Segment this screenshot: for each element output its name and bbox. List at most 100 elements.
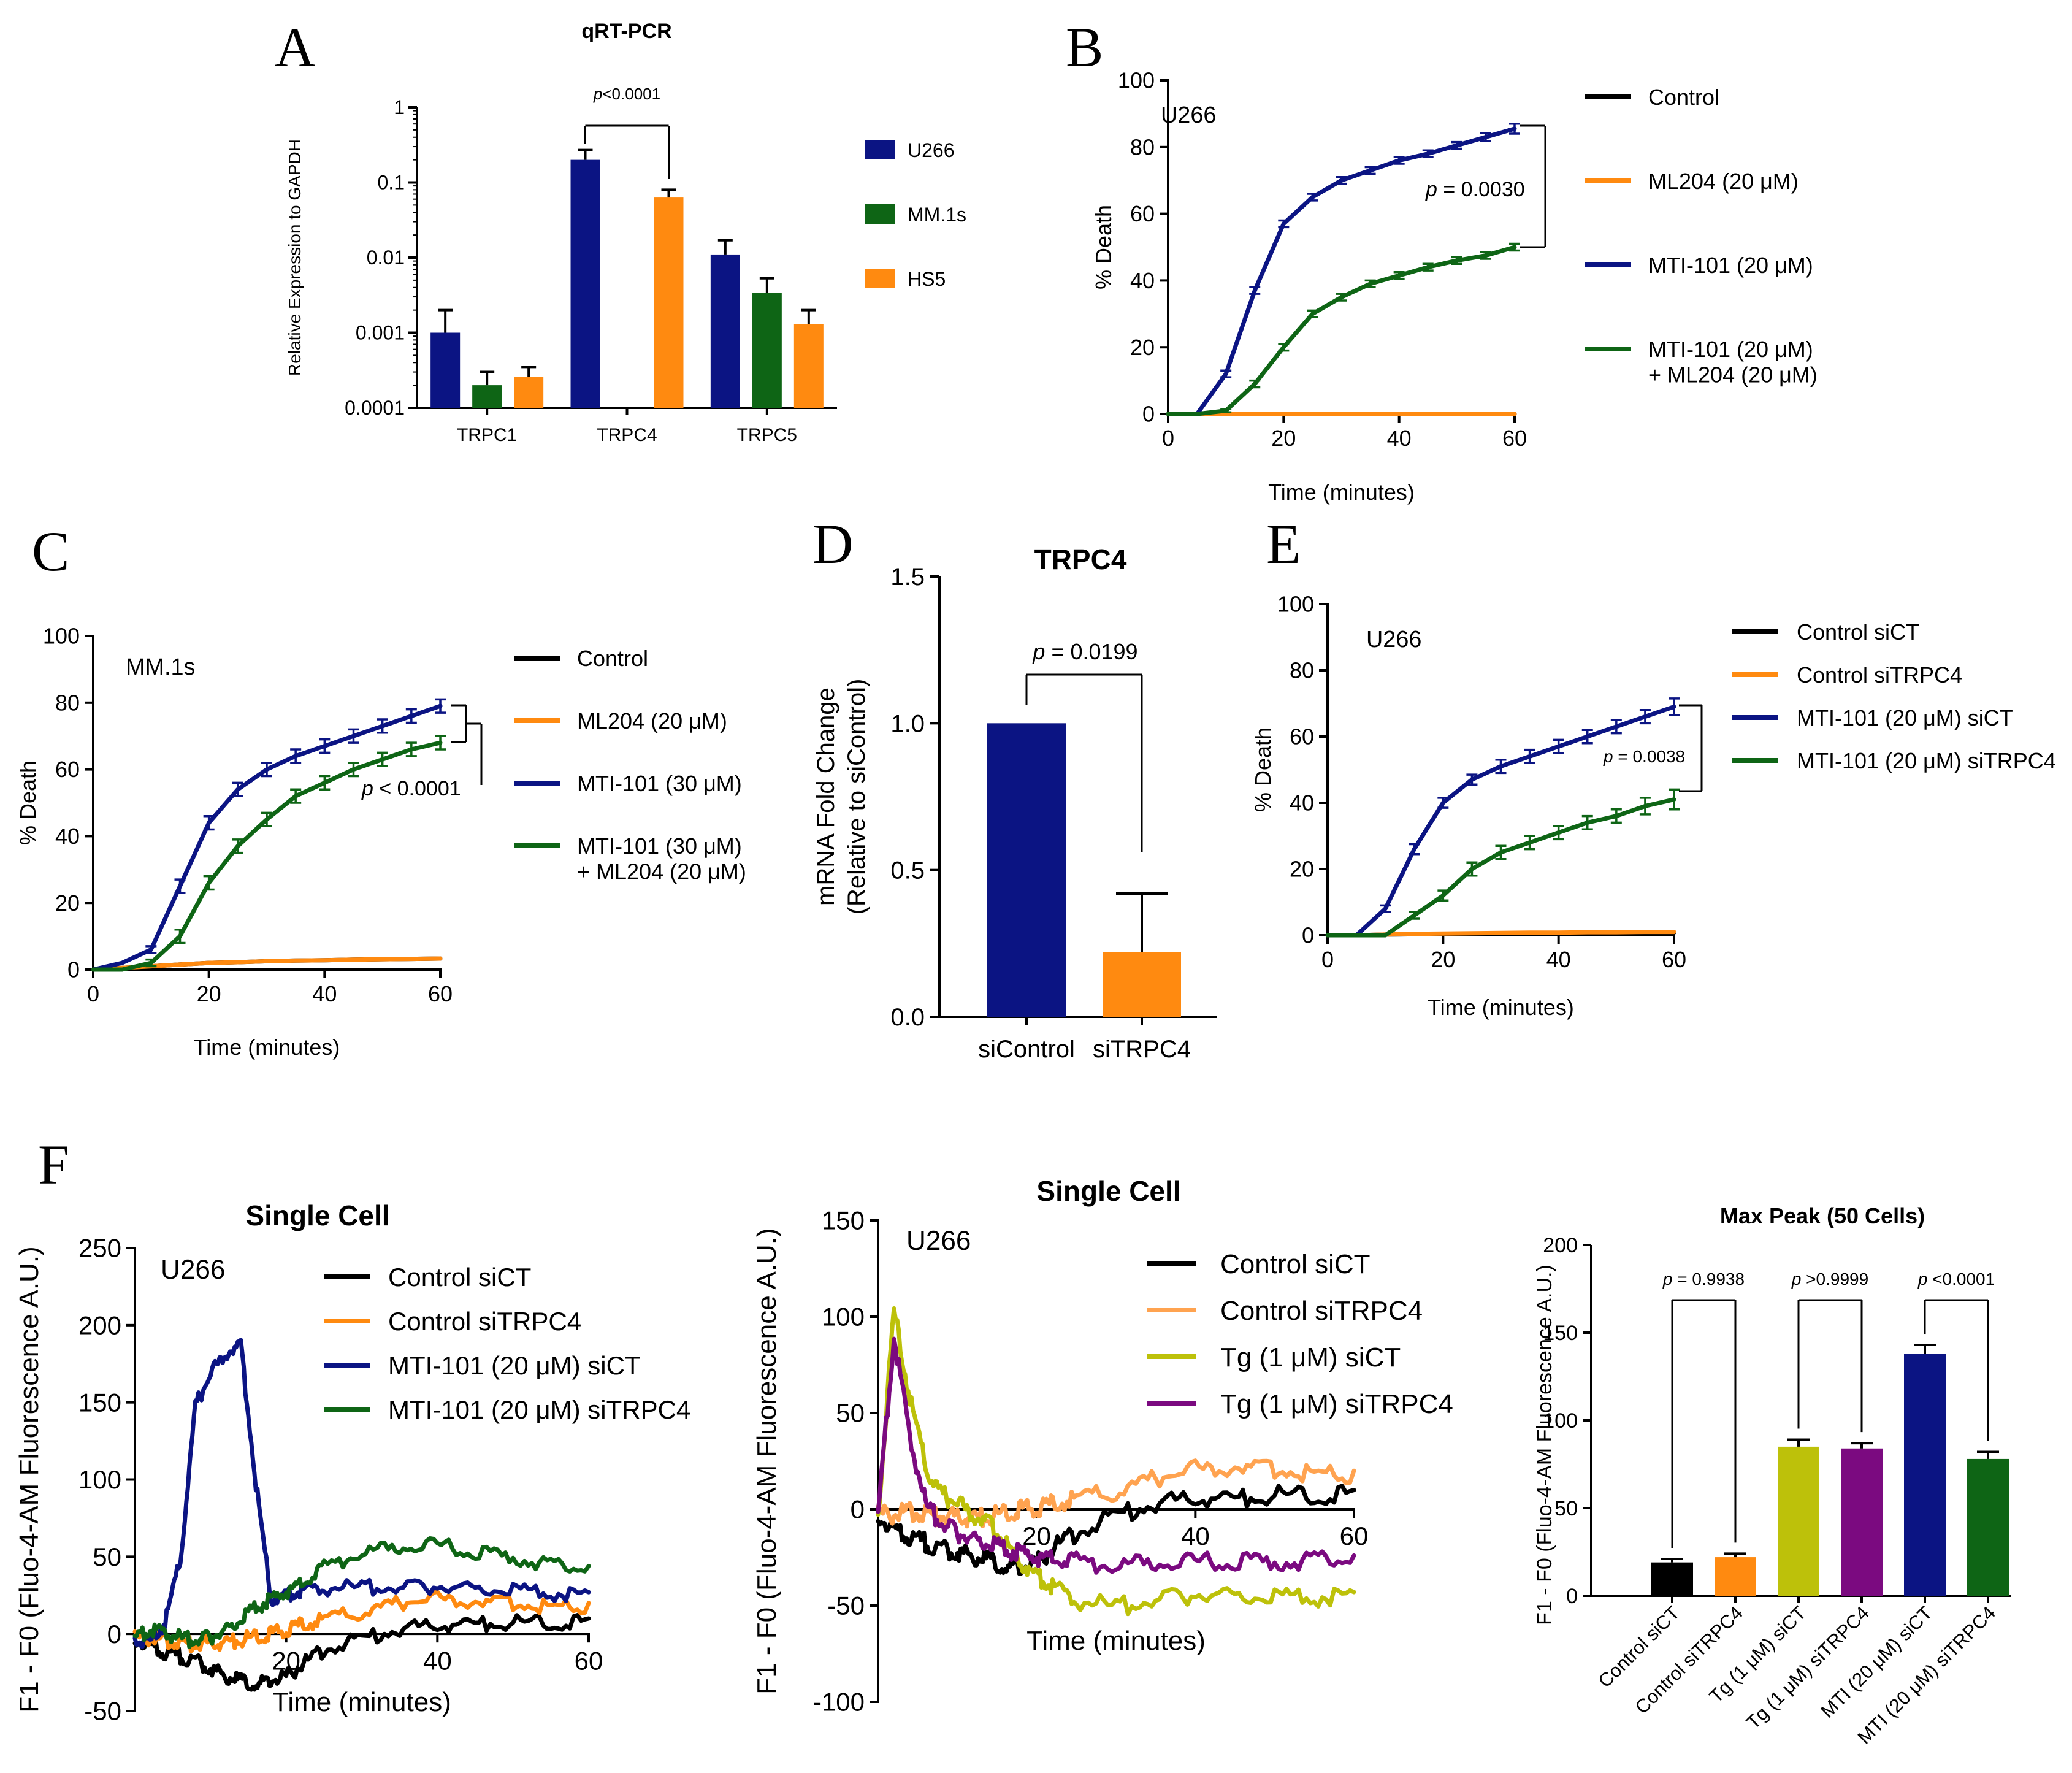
legend-label: Control siCT	[1220, 1249, 1371, 1279]
series-line	[132, 1536, 591, 1649]
bar	[1651, 1562, 1693, 1596]
y-axis-label-line2: (Relative to siControl)	[843, 679, 870, 915]
x-axis-label: Time (minutes)	[1428, 995, 1574, 1020]
x-tick-label: 0	[1162, 426, 1174, 451]
y-tick-label: 0.001	[356, 322, 405, 344]
chart-title: Single Cell	[245, 1200, 389, 1231]
y-tick-label: 50	[93, 1542, 121, 1571]
y-tick-label: 80	[1290, 658, 1314, 683]
legend-swatch	[865, 269, 895, 288]
panel-letter-d: D	[812, 513, 853, 575]
chart-title: TRPC4	[1034, 543, 1127, 575]
y-tick-label: 80	[1130, 134, 1155, 159]
x-tick-label: 40	[1181, 1522, 1210, 1550]
y-tick-label: 200	[1543, 1234, 1578, 1257]
y-axis-label: Relative Expression to GAPDH	[285, 139, 304, 376]
y-tick-label: 40	[1130, 268, 1155, 293]
panel-letter-c: C	[32, 520, 69, 583]
legend-swatch	[865, 204, 895, 224]
bar	[514, 377, 544, 408]
chart-title: Max Peak (50 Cells)	[1720, 1203, 1925, 1228]
bar	[1904, 1354, 1946, 1596]
x-tick-label: 0	[87, 981, 99, 1006]
x-axis-label: Time (minutes)	[194, 1035, 340, 1060]
x-axis-label: Time (minutes)	[272, 1687, 451, 1717]
y-tick-label: 80	[55, 690, 80, 715]
series-line	[91, 703, 443, 972]
y-tick-label: 0.0	[890, 1004, 925, 1031]
x-tick-label: 20	[197, 981, 221, 1006]
x-tick-label: 40	[423, 1646, 452, 1675]
x-tick-label: 20	[1022, 1522, 1051, 1550]
y-tick-label: 150	[822, 1206, 865, 1235]
y-tick-label: 100	[43, 624, 80, 649]
x-tick-label: 40	[312, 981, 337, 1006]
y-tick-label: 200	[78, 1311, 121, 1340]
series-line	[1166, 245, 1517, 416]
x-tick-label: 40	[1387, 426, 1412, 451]
chart-f2-single-cell: -100 -50 0 50 100 150 20 40 60 Time (minutes) F1 -…	[752, 1175, 1453, 1717]
y-tick-label: 100	[822, 1303, 865, 1331]
bar	[570, 159, 600, 408]
p-value-annotation: p = 0.0038	[1603, 747, 1685, 766]
series-line	[876, 1458, 1356, 1529]
p-value-annotation: p = 0.9938	[1662, 1269, 1745, 1289]
y-tick-label: 50	[836, 1399, 865, 1428]
x-axis-label: Time (minutes)	[1268, 480, 1415, 505]
y-tick-label: 0	[107, 1620, 121, 1649]
series-line	[1325, 704, 1676, 938]
y-tick-label: 0.01	[367, 247, 405, 269]
y-tick-label: 60	[1130, 201, 1155, 226]
x-tick-label: TRPC1	[457, 425, 517, 445]
legend-label: Control siTRPC4	[1797, 662, 1962, 687]
legend-label: HS5	[908, 268, 946, 290]
inner-label: U266	[1366, 627, 1421, 653]
legend-label: MTI-101 (20 μM)	[1648, 337, 1813, 362]
chart-b-u266-death: 0 20 40 60 80 100 0 20 40 60 Time (minutes) % Death…	[1091, 68, 1818, 505]
panel-letter-b: B	[1066, 16, 1103, 79]
legend-label: MM.1s	[908, 204, 966, 226]
legend-label: MTI-101 (20 μM) siTRPC4	[1797, 748, 2056, 773]
bar	[793, 324, 824, 408]
y-tick-label: 1.0	[890, 710, 925, 737]
legend-label: Control siTRPC4	[1220, 1296, 1423, 1326]
y-axis-label: % Death	[1091, 205, 1116, 289]
y-axis-label: % Death	[15, 760, 40, 845]
x-axis-label: Time (minutes)	[1026, 1626, 1206, 1656]
x-tick-label: 60	[428, 981, 453, 1006]
legend-label: MTI-101 (20 μM) siCT	[1797, 705, 2013, 730]
chart-d-trpc4-mrna: 0.0 0.5 1.0 1.5 TRPC4 mRNA Fold Change (Relati…	[812, 543, 1217, 1063]
chart-title: qRT-PCR	[581, 20, 671, 43]
series-line	[1166, 126, 1517, 416]
y-tick-label: 1.5	[890, 564, 925, 591]
legend-label: ML204 (20 μM)	[1648, 169, 1799, 194]
y-tick-label: -100	[813, 1688, 865, 1717]
y-tick-label: 150	[78, 1388, 121, 1417]
inner-label: U266	[906, 1226, 971, 1256]
p-value-annotation: p<0.0001	[593, 85, 660, 103]
bar	[752, 293, 782, 408]
legend-label: Control	[577, 646, 648, 671]
bar	[1778, 1446, 1819, 1596]
x-tick-label: 60	[1662, 947, 1686, 972]
x-tick-label: Tg (1 μM) siTRPC4	[1742, 1602, 1873, 1733]
x-tick-label: 60	[1340, 1522, 1369, 1550]
y-axis-label: % Death	[1250, 727, 1275, 812]
panel-letter-a: A	[275, 16, 315, 79]
bar	[1967, 1458, 2009, 1596]
series-line	[132, 1613, 591, 1692]
y-tick-label: 100	[1118, 68, 1155, 93]
y-axis-label: F1 - F0 (Fluo-4-AM Fluorescence A.U.)	[14, 1246, 44, 1712]
bar	[654, 197, 684, 408]
y-tick-label: 40	[55, 824, 80, 849]
legend-label: MTI-101 (20 μM)	[1648, 253, 1813, 278]
x-tick-label: siTRPC4	[1093, 1036, 1191, 1063]
legend-label: ML204 (20 μM)	[577, 708, 727, 733]
chart-a-qrt-pcr: 0.0001 0.001 0.01 0.1 1 Relative Expression t…	[285, 20, 966, 445]
x-tick-label: 60	[575, 1646, 603, 1675]
x-tick-label: 40	[1546, 947, 1571, 972]
y-tick-label: 20	[1290, 857, 1314, 882]
p-value-annotation: p = 0.0030	[1425, 178, 1525, 201]
y-tick-label: 100	[1277, 592, 1314, 617]
